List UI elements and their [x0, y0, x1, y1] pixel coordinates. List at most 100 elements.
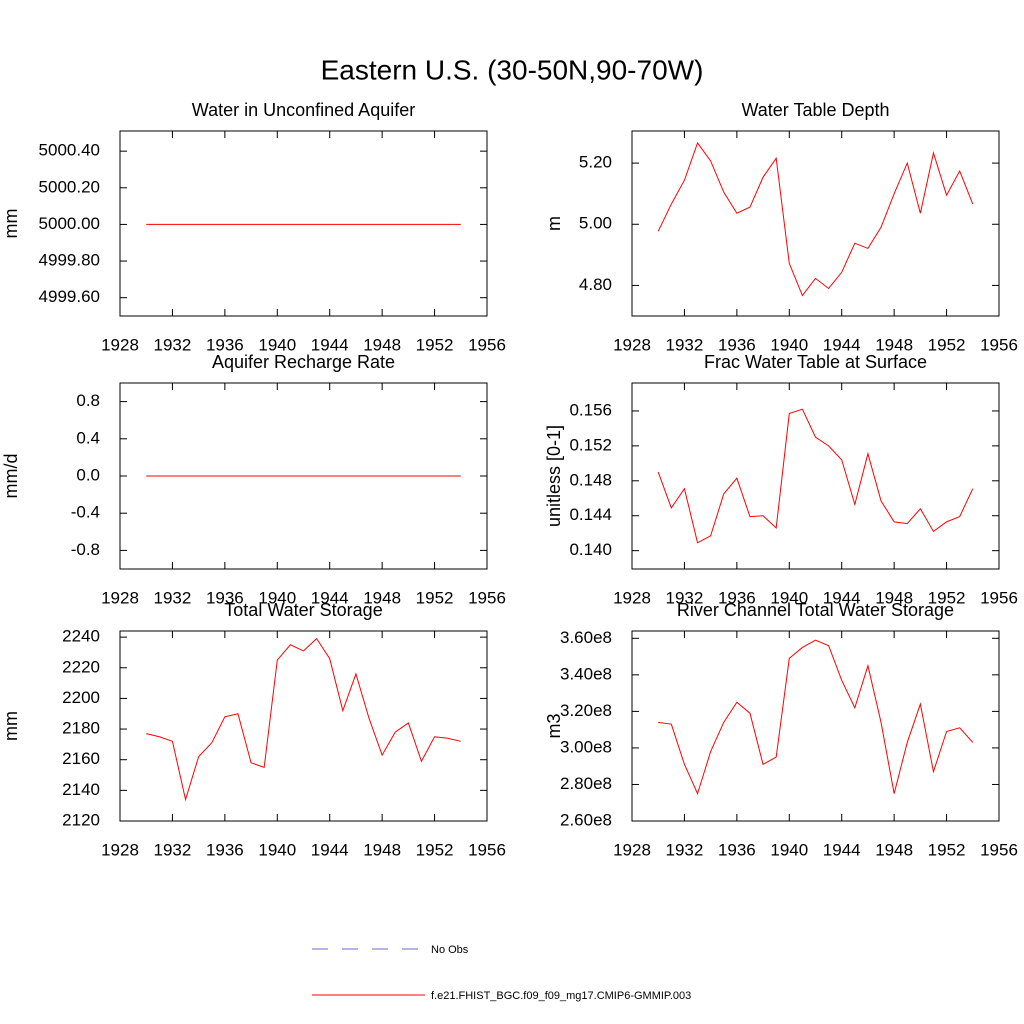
x-tick-label: 1952: [928, 335, 966, 354]
legend-label: f.e21.FHIST_BGC.f09_f09_mg17.CMIP6-GMMIP…: [431, 990, 691, 1002]
y-tick-label: 3.00e8: [560, 737, 612, 756]
y-tick-label: 5.20: [579, 153, 612, 172]
x-tick-label: 1940: [770, 335, 808, 354]
panel-title: Water in Unconfined Aquifer: [192, 100, 415, 120]
x-tick-label: 1928: [101, 335, 139, 354]
x-tick-label: 1936: [206, 588, 244, 607]
x-tick-label: 1932: [154, 840, 192, 859]
x-tick-label: 1948: [363, 335, 401, 354]
figure-title: Eastern U.S. (30-50N,90-70W): [321, 54, 704, 85]
y-tick-label: 4999.80: [39, 251, 100, 270]
x-tick-label: 1956: [980, 335, 1018, 354]
x-tick-label: 1944: [823, 840, 861, 859]
x-tick-label: 1948: [875, 840, 913, 859]
y-tick-label: 5000.00: [39, 214, 100, 233]
y-tick-label: 2.80e8: [560, 774, 612, 793]
y-tick-label: 5000.20: [39, 177, 100, 196]
data-line: [657, 408, 974, 544]
panel-title: Total Water Storage: [224, 600, 382, 620]
y-axis-label: mm: [1, 711, 21, 741]
y-tick-label: 3.20e8: [560, 701, 612, 720]
y-tick-label: 2240: [62, 627, 100, 646]
y-tick-label: 4.80: [579, 275, 612, 294]
x-tick-label: 1940: [258, 335, 296, 354]
y-axis-label: m3: [544, 713, 564, 738]
y-tick-label: 0.144: [569, 505, 612, 524]
x-tick-label: 1932: [154, 588, 192, 607]
legend-label: No Obs: [431, 944, 469, 956]
x-tick-label: 1956: [468, 840, 506, 859]
plot-frame: [631, 382, 1000, 570]
x-tick-label: 1956: [468, 335, 506, 354]
y-tick-label: 2200: [62, 688, 100, 707]
plot-frame: [119, 630, 488, 822]
y-tick-label: 4999.60: [39, 287, 100, 306]
x-tick-label: 1928: [101, 588, 139, 607]
x-tick-label: 1952: [416, 840, 454, 859]
y-tick-label: 0.4: [76, 428, 100, 447]
data-line: [146, 637, 461, 802]
x-tick-label: 1948: [363, 840, 401, 859]
x-tick-label: 1940: [770, 588, 808, 607]
y-tick-label: 5000.40: [39, 141, 100, 160]
x-tick-label: 1944: [311, 840, 349, 859]
y-tick-label: 0.156: [569, 400, 612, 419]
y-tick-label: -0.8: [71, 540, 100, 559]
x-tick-label: 1932: [154, 335, 192, 354]
y-tick-label: 2120: [62, 810, 100, 829]
x-tick-label: 1952: [928, 588, 966, 607]
plot-frame: [631, 130, 1000, 317]
y-tick-label: -0.4: [71, 503, 100, 522]
x-tick-label: 1956: [468, 588, 506, 607]
x-tick-label: 1928: [613, 840, 651, 859]
x-tick-label: 1944: [311, 335, 349, 354]
x-tick-label: 1948: [363, 588, 401, 607]
y-tick-label: 2220: [62, 657, 100, 676]
x-tick-label: 1928: [613, 588, 651, 607]
y-tick-label: 3.60e8: [560, 628, 612, 647]
x-tick-label: 1928: [101, 840, 139, 859]
y-axis-label: m: [544, 216, 564, 231]
x-tick-label: 1940: [258, 588, 296, 607]
data-line: [657, 141, 974, 297]
panel-title: Water Table Depth: [741, 100, 889, 120]
x-tick-label: 1944: [823, 588, 861, 607]
x-tick-label: 1948: [875, 588, 913, 607]
panel-title: Frac Water Table at Surface: [704, 352, 927, 372]
x-tick-label: 1932: [666, 840, 704, 859]
plot-frame: [631, 630, 1000, 822]
x-tick-label: 1936: [206, 335, 244, 354]
y-tick-label: 2180: [62, 719, 100, 738]
panel-title: River Channel Total Water Storage: [677, 600, 954, 620]
x-tick-label: 1940: [770, 840, 808, 859]
y-tick-label: 0.152: [569, 435, 612, 454]
y-tick-label: 2.60e8: [560, 810, 612, 829]
x-tick-label: 1932: [666, 335, 704, 354]
x-tick-label: 1944: [311, 588, 349, 607]
x-tick-label: 1952: [928, 840, 966, 859]
y-tick-label: 3.40e8: [560, 664, 612, 683]
y-tick-label: 2140: [62, 780, 100, 799]
y-tick-label: 0.8: [76, 391, 100, 410]
x-tick-label: 1932: [666, 588, 704, 607]
y-axis-label: mm/d: [1, 454, 21, 499]
plot-frame: [119, 130, 488, 317]
y-axis-label: mm: [1, 209, 21, 239]
x-tick-label: 1952: [416, 588, 454, 607]
y-tick-label: 0.148: [569, 470, 612, 489]
x-tick-label: 1936: [206, 840, 244, 859]
y-tick-label: 0.0: [76, 465, 100, 484]
x-tick-label: 1940: [258, 840, 296, 859]
data-line: [658, 639, 974, 796]
panel-title: Aquifer Recharge Rate: [212, 352, 395, 372]
x-tick-label: 1952: [416, 335, 454, 354]
x-tick-label: 1936: [718, 840, 756, 859]
x-tick-label: 1956: [980, 588, 1018, 607]
y-axis-label: unitless [0-1]: [544, 425, 564, 527]
x-tick-label: 1944: [823, 335, 861, 354]
x-tick-label: 1936: [718, 335, 756, 354]
x-tick-label: 1948: [875, 335, 913, 354]
y-tick-label: 2160: [62, 749, 100, 768]
y-tick-label: 5.00: [579, 214, 612, 233]
